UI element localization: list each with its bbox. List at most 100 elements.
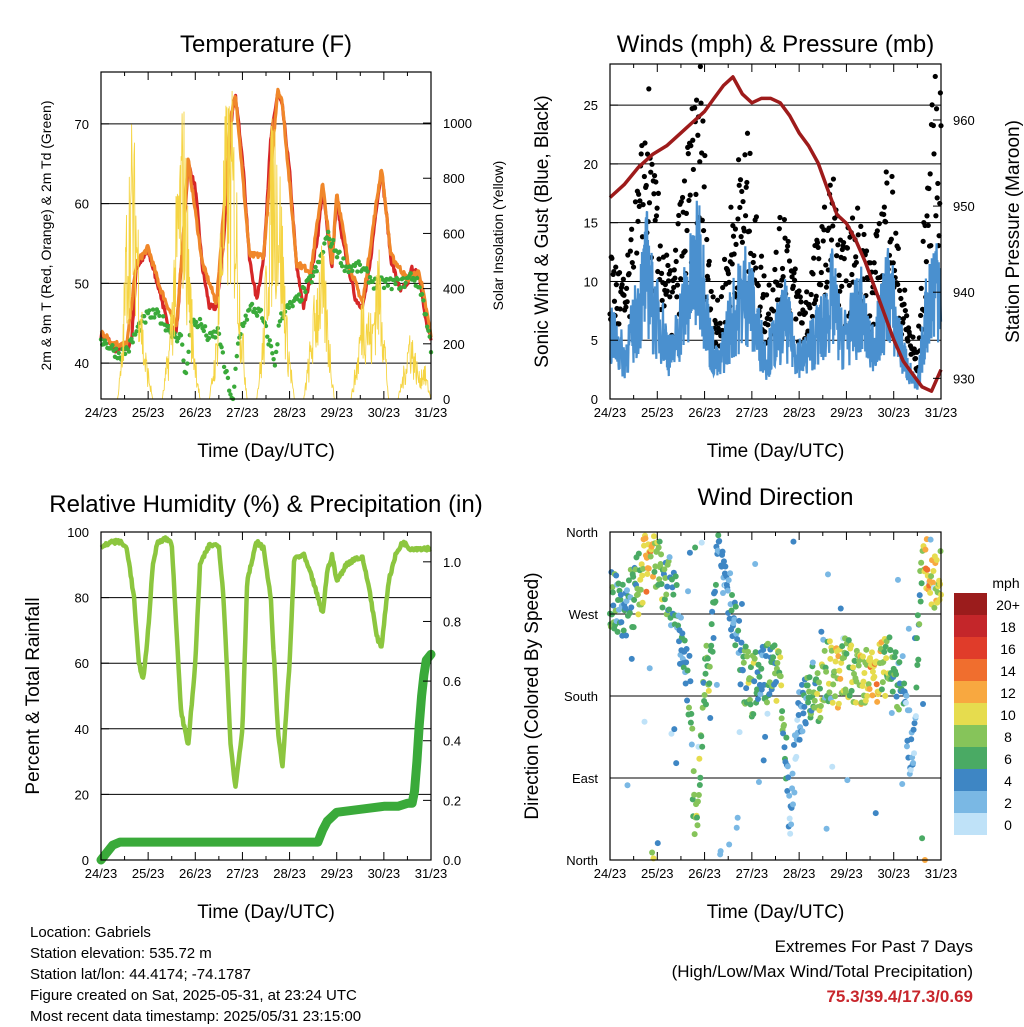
y-right-tick-label: 0.2 [443,793,461,808]
direction-point [779,708,786,715]
gust-point [811,255,817,261]
y-right-tick-label: 0.6 [443,674,461,689]
gust-point [742,152,748,158]
dewpoint-point [228,392,233,397]
gust-point [761,273,767,279]
direction-point [663,591,670,598]
gust-point [777,282,784,289]
direction-point [738,600,745,607]
gust-point [721,256,728,262]
direction-point [927,589,934,596]
direction-point [917,598,924,605]
y-tick-label: 0 [82,853,89,868]
gust-point [861,231,867,238]
gust-point [669,289,675,295]
direction-point [712,581,719,588]
gust-point [889,173,895,180]
direction-point [913,684,920,691]
direction-point [640,565,647,572]
panel-2-ylabel: Percent & Total Rainfall [23,597,44,794]
direction-point [703,642,710,649]
dewpoint-point [327,236,332,242]
gust-point [782,235,788,241]
direction-point [860,678,867,685]
gust-point [751,252,757,259]
gust-point [725,271,731,277]
gust-point [810,271,816,277]
direction-point [927,536,934,543]
x-tick-label: 29/23 [320,405,353,420]
gust-point [841,239,847,246]
direction-point [894,576,901,583]
direction-point [690,768,697,775]
gust-point [655,190,661,196]
gust-point [881,204,887,210]
direction-point [896,680,903,687]
direction-point [775,648,782,655]
gust-point [737,204,743,211]
y-tick-label: 0 [591,392,598,407]
direction-point [734,636,741,643]
x-tick-label: 24/23 [594,866,627,881]
direction-point [873,681,880,688]
direction-point [720,558,727,565]
direction-point [726,841,733,848]
y-tick-label: North [566,853,598,868]
dewpoint-point [197,316,203,322]
direction-point [641,718,648,725]
sonic-wind-line [609,200,943,390]
direction-point [905,625,912,632]
gust-point [690,166,696,173]
direction-point [778,682,785,689]
gust-point [765,311,772,317]
direction-point [922,546,929,553]
gust-point [639,234,646,240]
y-tick-label: 80 [75,591,89,606]
direction-point [874,698,881,705]
direction-point [786,792,793,799]
gust-point [674,282,681,288]
direction-point [617,591,624,598]
gust-point [697,63,703,70]
colorbar-label: 6 [1004,751,1012,767]
gust-point [874,233,880,239]
direction-point [684,697,691,704]
y-right-tick-label: 0.8 [443,614,461,629]
panel-1-ylabel: Sonic Wind & Gust (Blue, Black) [532,95,553,367]
extremes-value: 75.3/39.4/17.3/0.69 [826,987,973,1006]
panel-2-xlabel: Time (Day/UTC) [197,902,335,923]
direction-point [728,607,735,614]
gust-point [847,234,853,240]
gust-point [823,284,830,290]
direction-point [696,755,703,762]
gust-point [926,185,932,192]
direction-point [651,568,658,575]
gust-point [649,161,655,167]
y-right-tick-label: 200 [443,337,465,352]
gust-point [688,143,694,149]
dewpoint-point [141,313,147,319]
gust-point [796,288,802,294]
gust-point [858,223,864,229]
direction-point [655,544,662,551]
dewpoint-point [155,309,161,315]
direction-point [869,668,876,675]
gust-point [837,288,843,294]
gust-point [905,338,911,344]
dewpoint-point [152,315,157,320]
direction-point [781,744,788,751]
direction-point [752,560,759,567]
direction-point [758,665,765,672]
direction-point [852,699,859,706]
direction-point [685,704,692,711]
colorbar-swatch [954,747,987,769]
dewpoint-point [268,344,274,349]
direction-point [744,653,751,660]
gust-point [662,281,668,288]
dewpoint-point [126,349,132,354]
direction-point [642,535,649,542]
gust-point [685,151,691,157]
gust-point [780,274,786,280]
gust-point [929,102,935,108]
direction-point [811,697,818,704]
